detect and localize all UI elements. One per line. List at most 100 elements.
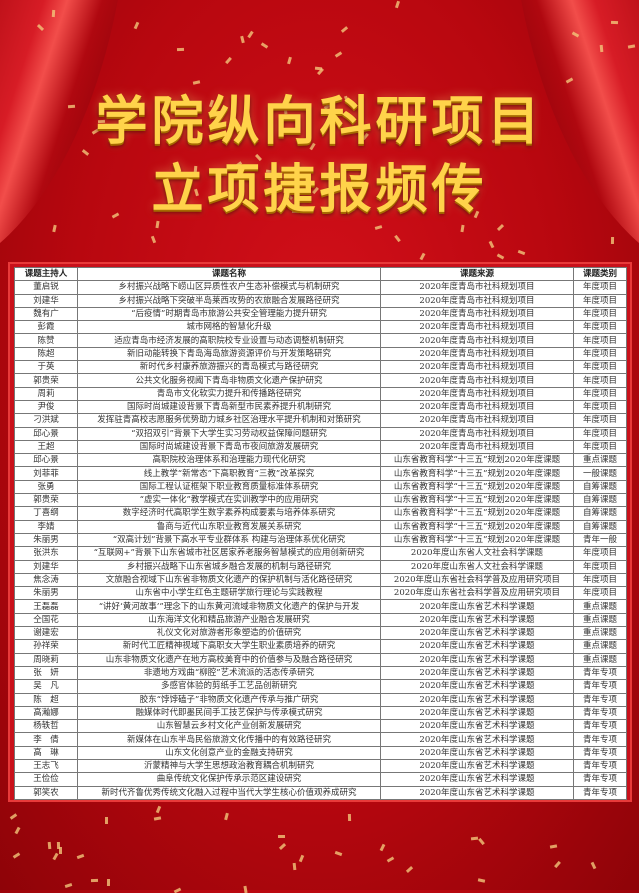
cell-source: 2020年度山东省艺术科学课题: [380, 758, 574, 774]
cell-category: 青年专项: [573, 785, 627, 800]
confetti-piece: [611, 237, 615, 245]
cell-category: 年度项目: [573, 586, 627, 601]
confetti-piece: [13, 852, 21, 859]
cell-source: 2020年度青岛市社科规划项目: [380, 320, 574, 335]
cell-source: 2020年度山东省艺术科学课题: [380, 732, 574, 747]
cell-host: 吴 凡: [14, 679, 78, 694]
table-row: 李婧 鲁商与近代山东职业教育发展关系研究 山东省教育科学“十三五”规划2020年度课…: [14, 519, 627, 534]
table-row: 王志飞 沂蒙精神与大学生思想政治教育耦合机制研究 2020年度山东省艺术科学课题 青年…: [14, 758, 627, 774]
cell-title: 山东非物质文化遗产在地方高校美育中的价值参与及融合路径研究: [77, 652, 381, 667]
cell-host: 彭霞: [14, 320, 78, 335]
confetti-piece: [286, 56, 292, 65]
cell-title: 非遗地方戏曲“柳腔”艺术流派的活态传承研究: [77, 665, 381, 681]
header-source: 课题来源: [380, 266, 574, 282]
cell-title: 胶东“饽饽磕子”非物质文化遗产传承与推广研究: [77, 692, 381, 707]
table-row: 周莉 青岛市文化软实力提升和传播路径研究 2020年度青岛市社科规划项目 年度项目: [14, 386, 627, 401]
cell-title: 公共文化服务视阈下青岛非物质文化遗产保护研究: [77, 373, 381, 388]
cell-title: “虚实一体化”教学模式在实训教学中的应用研究: [77, 493, 381, 508]
confetti-piece: [488, 240, 495, 248]
cell-source: 2020年度山东省艺术科学课题: [380, 626, 574, 641]
table-row: 陈 超胶东“饽饽磕子”非物质文化遗产传承与推广研究 2020年度山东省艺术科学课题…: [14, 692, 627, 707]
table-header-row: 课题主持人 课题名称 课题来源 课题类别: [14, 266, 627, 282]
table-row: 刘建华 乡村振兴战略下突破半岛莱西攻势的农旅融合发展路径研究 2020年度青岛市社科…: [14, 293, 627, 308]
cell-host: 郭贵荣: [14, 373, 78, 388]
cell-title: “双招双引”背景下大学生实习劳动权益保障问题研究: [77, 426, 381, 441]
cell-host: 张勇: [14, 479, 78, 495]
cell-host: 杨轶哲: [14, 719, 78, 734]
cell-category: 重点课题: [573, 612, 627, 628]
cell-category: 青年专项: [573, 719, 627, 734]
cell-category: 自筹课题: [573, 493, 627, 508]
cell-source: 2020年度青岛市社科规划项目: [380, 293, 574, 308]
cell-source: 山东省教育科学“十三五”规划2020年度课题: [380, 532, 574, 548]
cell-host: 高瀚娜: [14, 705, 78, 721]
cell-category: 年度项目: [573, 546, 627, 561]
confetti-piece: [174, 887, 182, 893]
confetti-piece: [106, 879, 110, 887]
cell-category: 年度项目: [573, 293, 627, 308]
table-row: 于英 新时代乡村康养旅游振兴的青岛模式与路径研究 2020年度青岛市社科规划项目 年度…: [14, 360, 627, 375]
confetti-piece: [590, 861, 597, 870]
cell-source: 2020年度山东省艺术科学课题: [380, 679, 574, 694]
cell-category: 年度项目: [573, 572, 627, 588]
cell-source: 2020年度青岛市社科规划项目: [380, 399, 574, 415]
confetti-piece: [47, 842, 52, 850]
table-row: 仝国花 山东海洋文化和精品旅游产业融合发展研究 2020年度山东省艺术科学课题 重点课…: [14, 612, 627, 628]
confetti-piece: [406, 865, 414, 873]
cell-source: 山东省教育科学“十三五”规划2020年度课题: [380, 506, 574, 521]
cell-title: 新时代工匠精神视域下高职女大学生职业素质培养的研究: [77, 639, 381, 654]
cell-host: 张洪东: [14, 546, 78, 561]
confetti-piece: [278, 834, 286, 838]
cell-title: 新旧动能转换下青岛海岛旅游资源评价与开发策略研究: [77, 346, 381, 362]
confetti-piece: [348, 814, 352, 822]
cell-host: 张 妍: [14, 665, 78, 681]
confetti-piece: [14, 827, 21, 835]
confetti-piece: [225, 56, 233, 65]
cell-title: 乡村振兴战略下山东省城乡融合发展的机制与路径研究: [77, 559, 381, 574]
cell-category: 青年专项: [573, 692, 627, 707]
cell-category: 自筹课题: [573, 506, 627, 521]
cell-host: 周晓莉: [14, 652, 78, 667]
cell-category: 年度项目: [573, 280, 627, 295]
cell-host: 刘建华: [14, 293, 78, 308]
confetti-piece: [393, 234, 401, 242]
cell-category: 青年专项: [573, 679, 627, 694]
cell-host: 朱丽男: [14, 586, 78, 601]
header-host: 课题主持人: [14, 266, 78, 282]
cell-category: 自筹课题: [573, 519, 627, 534]
cell-title: 鲁商与近代山东职业教育发展关系研究: [77, 519, 381, 534]
cell-category: 年度项目: [573, 346, 627, 362]
table-row: 孙祥荣 新时代工匠精神视域下高职女大学生职业素质培养的研究 2020年度山东省艺术科…: [14, 639, 627, 654]
table-row: 杨轶哲 山东智慧云乡村文化产业创新发展研究 2020年度山东省艺术科学课题 青年专项: [14, 719, 627, 734]
cell-host: 刘建华: [14, 559, 78, 574]
table-row: 谢建宏 礼仪文化对旅游者形象塑造的价值研究 2020年度山东省艺术科学课题 重点课题: [14, 626, 627, 641]
cell-source: 2020年度山东省艺术科学课题: [380, 772, 574, 787]
cell-source: 2020年度青岛市社科规划项目: [380, 306, 574, 322]
confetti-piece: [334, 51, 343, 58]
cell-source: 山东省教育科学“十三五”规划2020年度课题: [380, 453, 574, 468]
cell-category: 青年专项: [573, 745, 627, 760]
table-row: 吴 凡多感官体验的剪纸手工艺品创新研究 2020年度山东省艺术科学课题 青年专项: [14, 679, 627, 694]
confetti-piece: [477, 838, 485, 846]
cell-host: 王超: [14, 439, 78, 455]
table-row: 刁洪斌 发挥驻青高校志愿服务优势助力城乡社区治理水平提升机制和对策研究 2020年度…: [14, 413, 627, 428]
table-row: 高 琳山东文化创意产业的金融支持研究 2020年度山东省艺术科学课题 青年专项: [14, 745, 627, 760]
confetti-piece: [10, 813, 18, 820]
cell-title: 城市网格的智慧化升级: [77, 320, 381, 335]
cell-title: 发挥驻青高校志愿服务优势助力城乡社区治理水平提升机制和对策研究: [77, 413, 381, 428]
cell-category: 年度项目: [573, 399, 627, 415]
cell-title: 青岛市文化软实力提升和传播路径研究: [77, 386, 381, 401]
confetti-piece: [379, 844, 385, 852]
table-row: 李 倩新媒体在山东半岛民俗旅游文化传播中的有效路径研究 2020年度山东省艺术科学…: [14, 732, 627, 747]
confetti-piece: [278, 843, 286, 851]
confetti-piece: [334, 850, 343, 856]
confetti-piece: [133, 21, 139, 30]
table-row: 魏有广 “后疫情”时期青岛市旅游公共安全管理能力提升研究 2020年度青岛市社科规划…: [14, 306, 627, 322]
cell-category: 年度项目: [573, 306, 627, 322]
cell-host: 李 倩: [14, 732, 78, 747]
table-row: 张洪东 “互联网+”背景下山东省城市社区居家养老服务智慧模式的应用创新研究 2020…: [14, 546, 627, 561]
cell-category: 重点课题: [573, 652, 627, 667]
confetti-piece: [52, 853, 59, 861]
cell-source: 2020年度山东省艺术科学课题: [380, 719, 574, 734]
confetti-piece: [292, 862, 297, 870]
